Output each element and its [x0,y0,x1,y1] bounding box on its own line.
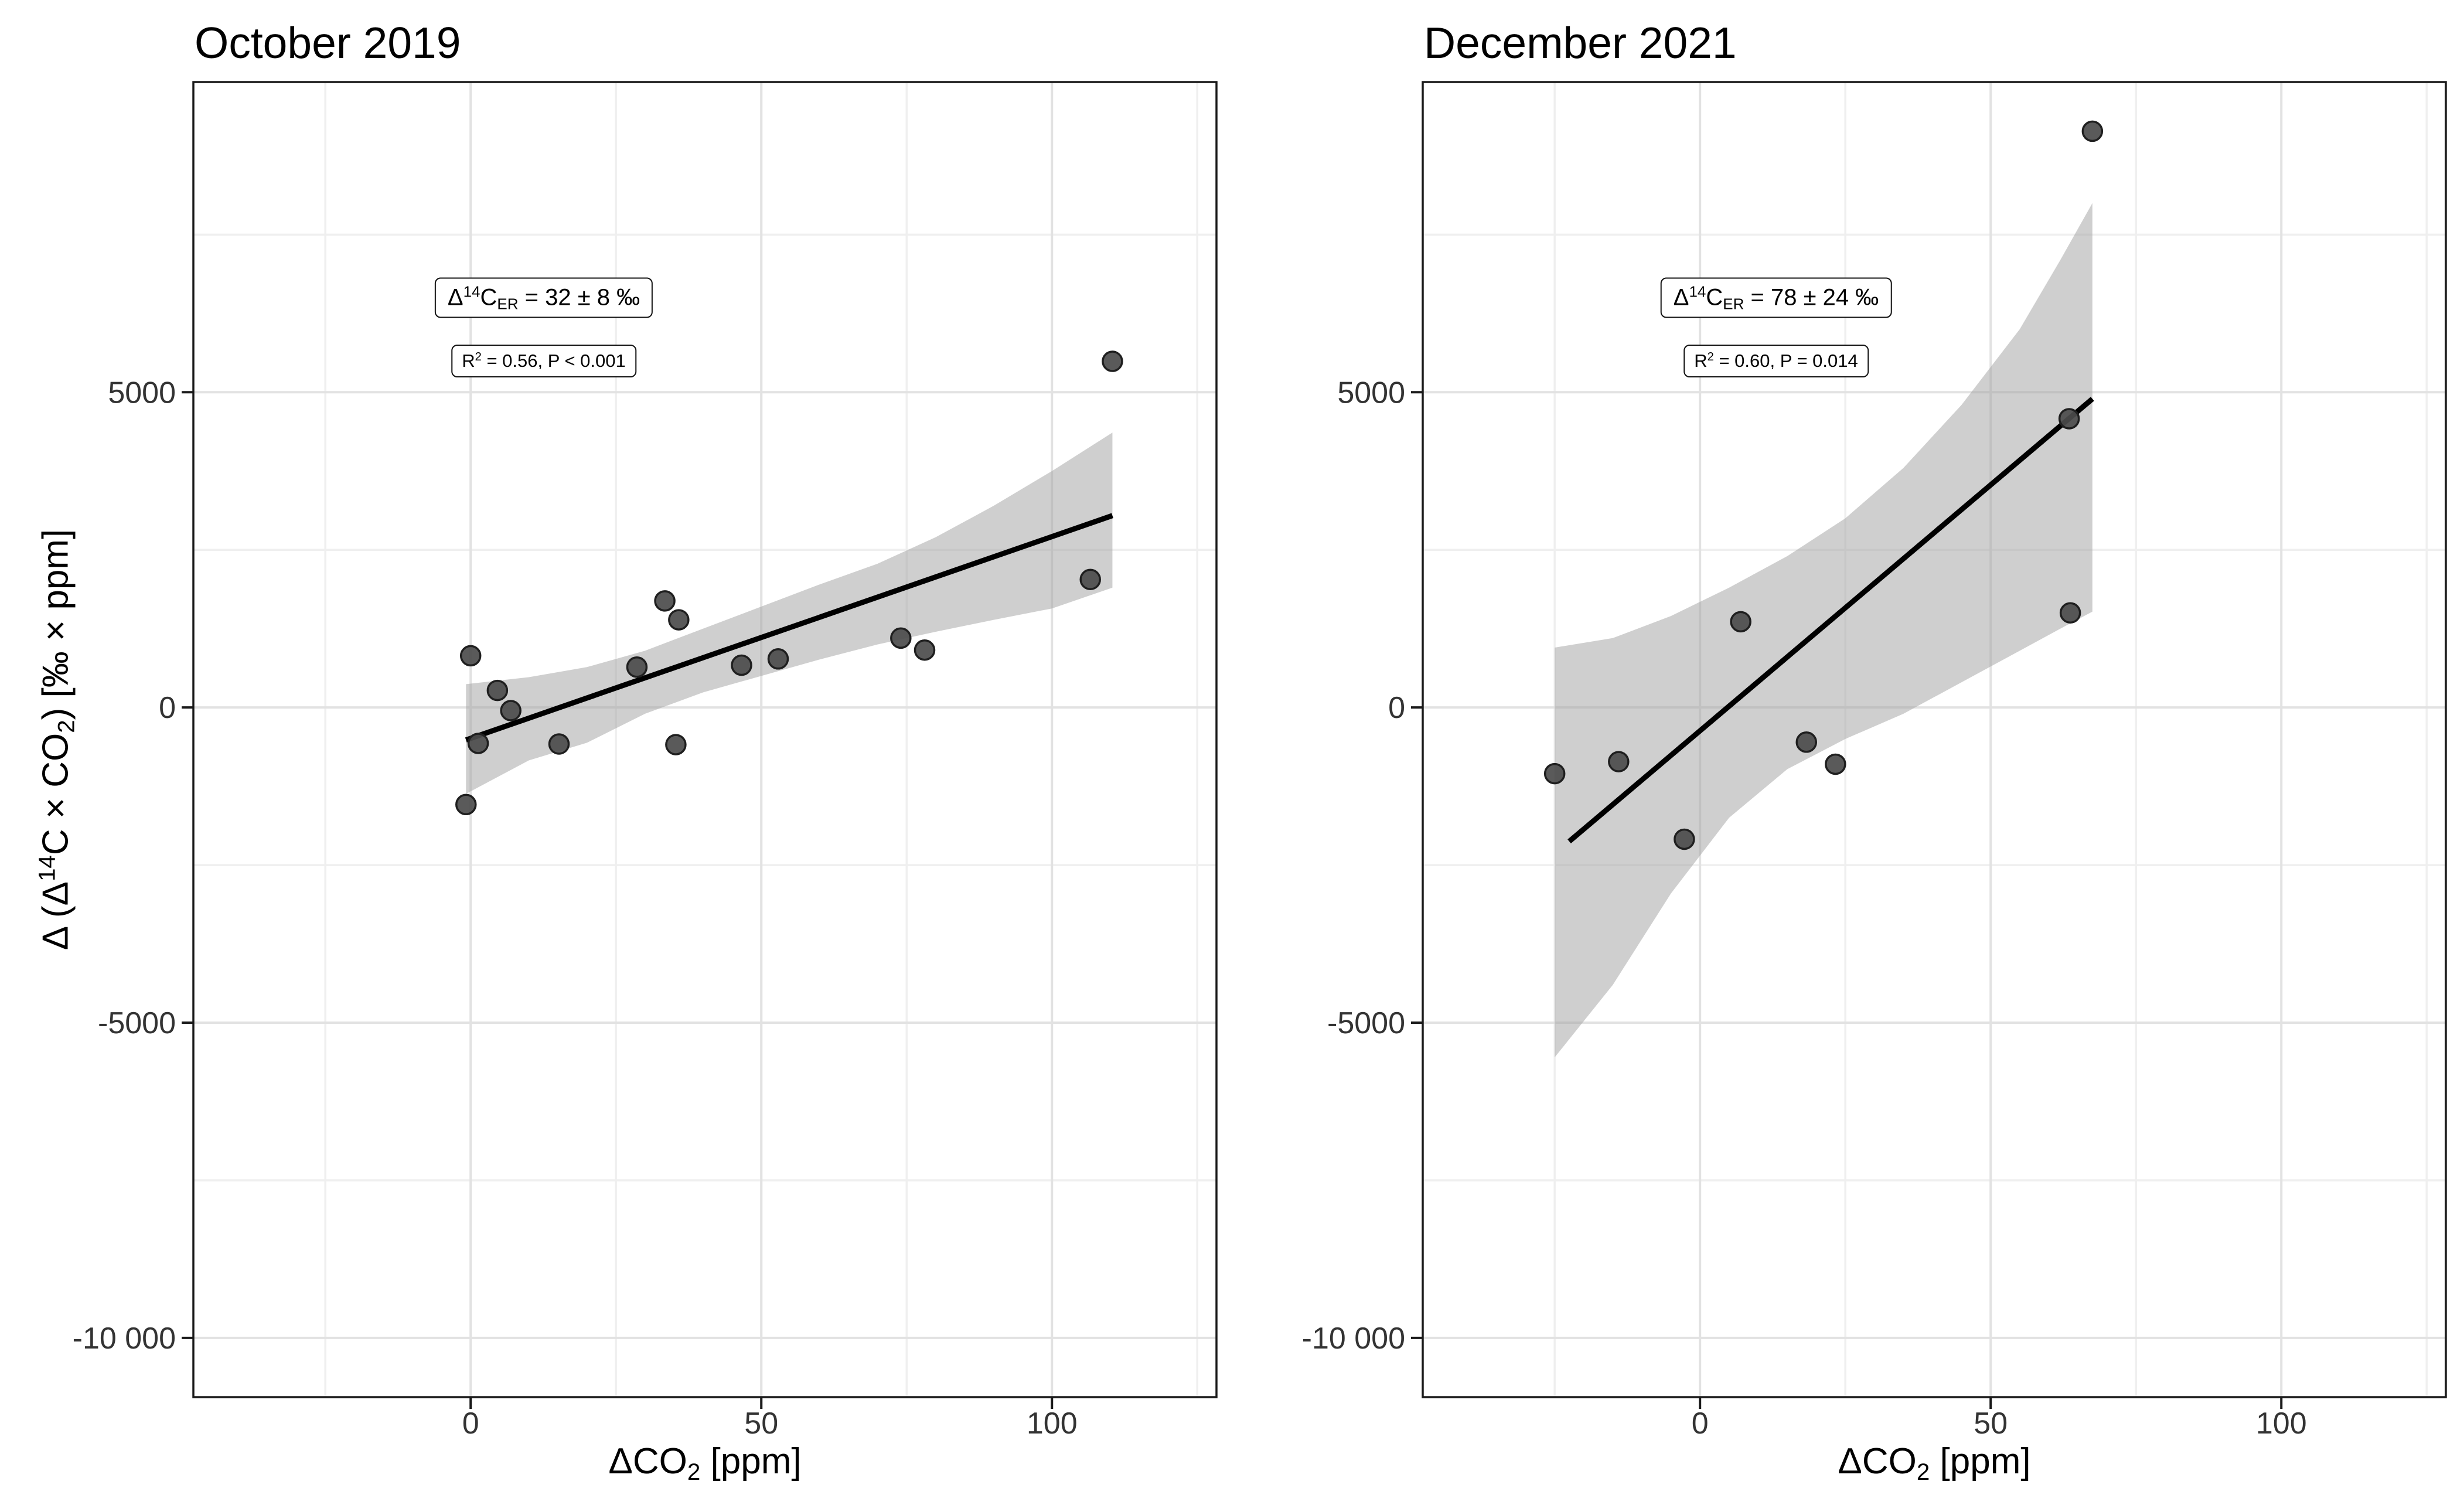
y-axis-label: Δ (Δ14C × CO2) [‰ × ppm] [33,529,80,951]
x-tick-label: 0 [1692,1407,1709,1441]
x-axis-label-pre: ΔCO [608,1441,687,1482]
data-point [731,654,752,676]
x-axis-label-post: [ppm] [1930,1441,2031,1482]
panel-1: 0 50 100 5000 0 -5000 -10 000 [1302,81,2447,1441]
data-point [626,656,648,678]
x-tick-label: 50 [744,1407,778,1441]
confidence-band [1555,203,2092,1058]
panel-border [192,81,1218,1398]
y-tick-label: -5000 [1327,1006,1405,1040]
panel-title-right: December 2021 [1424,18,1737,67]
y-axis-label-pre: Δ (Δ [35,881,76,951]
data-point [1608,751,1630,772]
stat-r2-value: = 0.60, P = 0.014 [1713,350,1858,371]
x-axis-label-post: [ppm] [700,1441,802,1482]
stat-r: R [462,350,475,371]
stat-box-r2-right: R2 = 0.60, P = 0.014 [1683,345,1869,377]
panel-border [1422,81,2447,1398]
y-tick-label: -5000 [98,1006,176,1040]
stat-value: = 32 ± 8 ‰ [518,284,640,311]
stat-box-r2-left: R2 = 0.56, P < 0.001 [451,345,636,377]
y-axis-label-mid: C × CO [35,733,76,856]
y-axis-label-sub: 2 [53,720,80,733]
y-tick-label: -10 000 [73,1322,176,1356]
x-tick-label: 0 [462,1407,479,1441]
stat-r: R [1694,350,1708,371]
data-point [500,700,522,721]
stat-c: C [480,284,497,311]
data-point [1102,350,1123,372]
stat-sup2: 2 [475,350,482,363]
stat-sub-er: ER [497,295,519,313]
stat-delta: Δ [447,284,464,311]
stat-box-slope-right: Δ14CER = 78 ± 24 ‰ [1660,277,1892,318]
data-point [890,627,912,649]
panel-title-left: October 2019 [195,18,461,67]
y-axis-label-sup: 14 [33,855,60,881]
y-tick-label: 0 [1388,691,1405,725]
stat-delta: Δ [1673,284,1689,311]
data-point [2059,602,2081,624]
data-point [455,794,477,816]
x-axis-label-pre: ΔCO [1838,1441,1917,1482]
x-tick-label: 100 [1027,1407,1078,1441]
y-axis-label-post: ) [‰ × ppm] [35,529,76,720]
stat-sup2: 2 [1707,350,1714,363]
data-point [767,648,789,670]
stat-value: = 78 ± 24 ‰ [1744,284,1879,311]
y-tick-label: 5000 [108,376,176,410]
data-point [2058,408,2080,430]
data-point [1674,828,1695,850]
y-tick-label: 0 [159,691,176,725]
data-point [1079,568,1101,591]
stat-sub-er: ER [1723,295,1744,313]
data-point [654,590,676,612]
x-axis-label-left: ΔCO2 [ppm] [608,1441,802,1486]
data-point [1730,611,1751,633]
confidence-band [466,433,1113,794]
stat-sup14: 14 [463,282,480,301]
regression-line [465,513,1113,743]
panel-0: 0 50 100 5000 0 -5000 -10 000 [73,81,1218,1441]
x-tick-label: 50 [1974,1407,2008,1441]
stat-box-slope-left: Δ14CER = 32 ± 8 ‰ [434,277,653,318]
x-tick-label: 100 [2256,1407,2307,1441]
data-point [467,733,489,754]
regression-line [1567,397,2094,844]
stat-c: C [1706,284,1723,311]
data-point [2081,120,2104,142]
data-point [665,734,687,755]
stat-sup14: 14 [1689,282,1706,301]
data-point [486,679,509,702]
data-point [1795,731,1817,753]
data-point [914,639,936,661]
y-tick-label: -10 000 [1302,1322,1405,1356]
y-tick-label: 5000 [1337,376,1405,410]
stat-r2-value: = 0.56, P < 0.001 [481,350,626,371]
x-axis-label-sub: 2 [687,1459,701,1486]
data-point [668,609,690,631]
data-point [459,645,482,667]
data-point [1543,762,1566,785]
data-point [1825,753,1846,775]
x-axis-label-right: ΔCO2 [ppm] [1838,1441,2031,1486]
data-point [548,733,570,755]
x-axis-label-sub: 2 [1916,1459,1930,1486]
